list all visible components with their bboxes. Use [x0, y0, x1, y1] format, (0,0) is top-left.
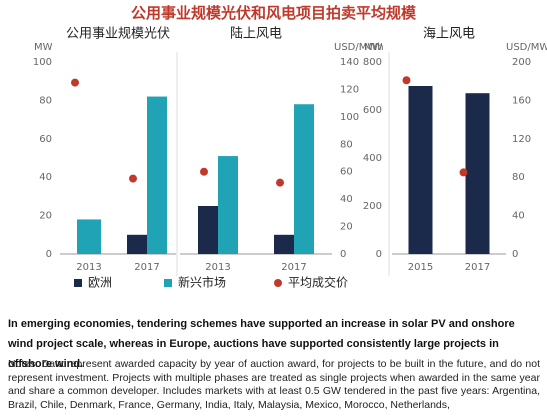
price-dot [71, 78, 79, 87]
y-tick-label: 20 [39, 211, 52, 222]
bar [198, 206, 218, 254]
chart-title: 公用事业规模光伏和风电项目拍卖平均规模 [130, 4, 416, 22]
x-tick-label: 2013 [205, 262, 230, 273]
y2-tick-label: 200 [512, 57, 531, 68]
y2-tick-label: 40 [340, 194, 353, 205]
y2-tick-label: 120 [340, 84, 359, 95]
notes-text: Notes: Data represent awarded capacity b… [8, 358, 540, 411]
y-axis-label: MW [34, 42, 53, 53]
y-tick-label: 100 [33, 57, 52, 68]
legend-label: 新兴市场 [178, 275, 226, 290]
y-tick-label: 40 [39, 172, 52, 183]
y2-tick-label: 0 [340, 249, 346, 260]
y2-tick-label: 20 [340, 222, 353, 233]
y2-tick-label: 160 [512, 95, 531, 106]
y2-tick-label: 140 [340, 57, 359, 68]
y-tick-label: 400 [363, 153, 382, 164]
price-dot [129, 174, 137, 183]
y2-axis-label: USD/MWh [334, 42, 384, 53]
y-tick-label: 800 [363, 57, 382, 68]
bar [218, 156, 238, 254]
y2-tick-label: 100 [340, 112, 359, 123]
bar [408, 86, 433, 254]
y-tick-label: 600 [363, 105, 382, 116]
price-dot [402, 76, 411, 85]
y2-axis-label: USD/MWh [506, 42, 547, 53]
bar [147, 96, 167, 254]
panel-title: 公用事业规模光伏 [66, 27, 170, 42]
y-tick-label: 60 [39, 134, 52, 145]
x-tick-label: 2015 [408, 262, 433, 273]
x-tick-label: 2017 [134, 262, 159, 273]
y2-tick-label: 120 [512, 134, 531, 145]
y2-tick-label: 40 [512, 211, 525, 222]
legend-label: 平均成交价 [288, 275, 348, 290]
x-tick-label: 2017 [281, 262, 306, 273]
y-axis-label: MW [364, 42, 383, 53]
panel-title: 海上风电 [423, 27, 475, 42]
bar [77, 219, 101, 254]
legend-swatch [274, 279, 282, 287]
y-tick-label: 80 [39, 95, 52, 106]
panel-title: 陆上风电 [230, 26, 282, 42]
y-tick-label: 0 [376, 249, 382, 260]
y-tick-label: 200 [363, 201, 382, 212]
price-dot [459, 168, 468, 177]
bar [274, 234, 294, 254]
price-dot [200, 167, 208, 176]
bar [294, 104, 314, 255]
price-dot [276, 178, 284, 187]
y2-tick-label: 60 [340, 167, 353, 178]
x-tick-label: 2017 [465, 262, 490, 273]
legend-swatch [164, 279, 172, 287]
y-tick-label: 0 [46, 249, 52, 260]
bar [465, 93, 490, 254]
y2-tick-label: 0 [512, 249, 518, 260]
x-tick-label: 2013 [76, 262, 101, 273]
lead-text: In emerging economies, tendering schemes… [8, 318, 515, 370]
y2-tick-label: 80 [340, 139, 353, 150]
y2-tick-label: 80 [512, 172, 525, 183]
legend-label: 欧洲 [88, 276, 112, 290]
bar [127, 234, 147, 254]
legend-swatch [74, 279, 82, 287]
